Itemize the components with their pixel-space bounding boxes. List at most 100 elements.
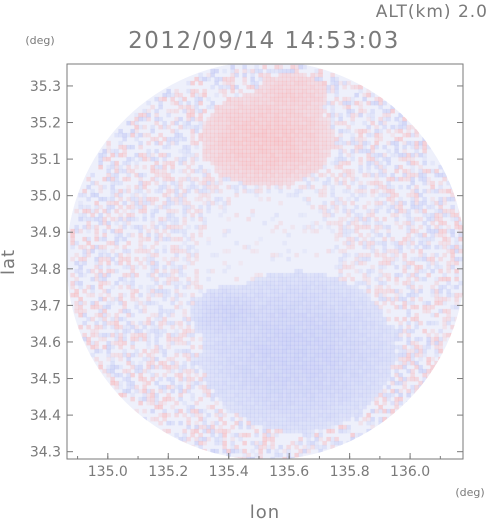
radar-cell	[386, 108, 391, 114]
radar-cell	[294, 124, 299, 130]
radar-cell	[250, 404, 255, 410]
radar-cell	[202, 296, 207, 302]
radar-cell	[254, 352, 259, 358]
radar-cell	[370, 180, 375, 186]
radar-cell	[414, 208, 419, 214]
radar-cell	[378, 116, 383, 122]
radar-cell	[442, 300, 447, 306]
radar-cell	[418, 236, 423, 242]
radar-cell	[298, 292, 303, 298]
radar-cell	[418, 240, 423, 246]
radar-cell	[198, 356, 203, 362]
radar-cell	[338, 172, 343, 178]
radar-cell	[262, 72, 267, 78]
radar-cell	[330, 124, 335, 130]
radar-cell	[234, 384, 239, 390]
radar-cell	[242, 324, 247, 330]
radar-cell	[338, 312, 343, 318]
radar-cell	[190, 132, 195, 138]
radar-cell	[74, 288, 79, 294]
radar-cell	[114, 164, 119, 170]
radar-cell	[378, 96, 383, 102]
radar-cell	[330, 72, 335, 78]
radar-cell	[186, 172, 191, 178]
radar-cell	[354, 128, 359, 134]
radar-cell	[98, 360, 103, 366]
radar-cell	[118, 284, 123, 290]
radar-cell	[254, 160, 259, 166]
radar-cell	[306, 408, 311, 414]
radar-cell	[214, 92, 219, 98]
radar-cell	[234, 136, 239, 142]
radar-cell	[350, 320, 355, 326]
radar-cell	[90, 180, 95, 186]
radar-cell	[102, 196, 107, 202]
radar-cell	[226, 324, 231, 330]
radar-cell	[226, 372, 231, 378]
radar-cell	[266, 152, 271, 158]
radar-cell	[314, 156, 319, 162]
radar-cell	[226, 380, 231, 386]
radar-cell	[94, 224, 99, 230]
radar-cell	[82, 308, 87, 314]
radar-cell	[406, 232, 411, 238]
radar-cell	[174, 220, 179, 226]
radar-cell	[310, 92, 315, 98]
radar-cell	[154, 172, 159, 178]
radar-cell	[322, 104, 327, 110]
radar-cell	[262, 288, 267, 294]
radar-cell	[170, 272, 175, 278]
radar-cell	[394, 332, 399, 338]
radar-cell	[142, 184, 147, 190]
radar-cell	[170, 260, 175, 266]
radar-cell	[210, 348, 215, 354]
radar-cell	[246, 400, 251, 406]
radar-cell	[138, 188, 143, 194]
radar-cell	[282, 364, 287, 370]
radar-cell	[298, 140, 303, 146]
radar-cell	[226, 148, 231, 154]
radar-cell	[274, 172, 279, 178]
radar-cell	[290, 100, 295, 106]
radar-cell	[134, 188, 139, 194]
radar-cell	[374, 204, 379, 210]
radar-cell	[318, 140, 323, 146]
radar-cell	[302, 404, 307, 410]
radar-cell	[422, 348, 427, 354]
radar-cell	[222, 412, 227, 418]
radar-cell	[390, 212, 395, 218]
radar-cell	[290, 324, 295, 330]
radar-cell	[310, 112, 315, 118]
radar-cell	[314, 176, 319, 182]
radar-cell	[290, 164, 295, 170]
radar-cell	[338, 352, 343, 358]
radar-cell	[218, 152, 223, 158]
radar-cell	[322, 336, 327, 342]
radar-cell	[170, 360, 175, 366]
radar-cell	[318, 144, 323, 150]
radar-cell	[234, 192, 239, 198]
radar-cell	[170, 380, 175, 386]
radar-cell	[442, 196, 447, 202]
radar-cell	[190, 156, 195, 162]
radar-cell	[246, 148, 251, 154]
radar-cell	[326, 332, 331, 338]
radar-cell	[146, 200, 151, 206]
radar-cell	[298, 152, 303, 158]
radar-cell	[82, 208, 87, 214]
radar-cell	[394, 200, 399, 206]
radar-cell	[370, 304, 375, 310]
radar-cell	[210, 72, 215, 78]
radar-cell	[278, 364, 283, 370]
radar-cell	[426, 144, 431, 150]
radar-cell	[290, 160, 295, 166]
radar-cell	[418, 152, 423, 158]
radar-cell	[266, 348, 271, 354]
radar-cell	[338, 360, 343, 366]
radar-cell	[266, 100, 271, 106]
radar-cell	[222, 296, 227, 302]
radar-cell	[134, 120, 139, 126]
radar-cell	[294, 168, 299, 174]
radar-cell	[130, 268, 135, 274]
radar-cell	[202, 172, 207, 178]
